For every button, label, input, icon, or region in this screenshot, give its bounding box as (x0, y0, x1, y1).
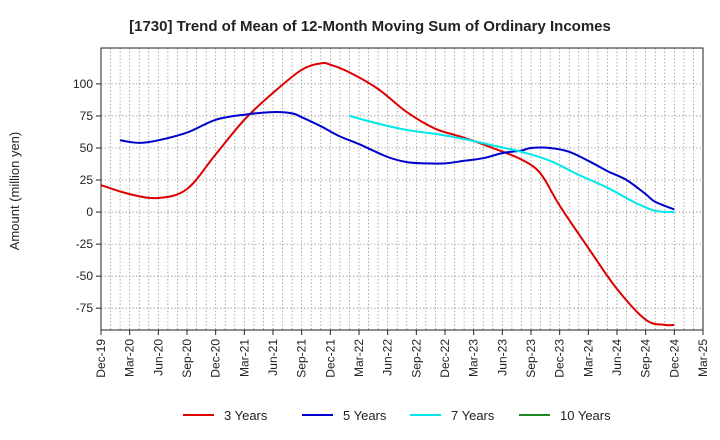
x-tick-label: Dec-24 (667, 339, 681, 378)
y-tick-label: -75 (76, 301, 94, 315)
x-tick-label: Mar-25 (696, 339, 710, 377)
chart-title: [1730] Trend of Mean of 12-Month Moving … (129, 18, 611, 35)
legend-label-7-years: 7 Years (451, 408, 495, 423)
plot-area (100, 47, 704, 331)
y-tick-label: -50 (76, 269, 94, 283)
series-line-7-years (349, 114, 675, 214)
legend: 3 Years 5 Years 7 Years 10 Years (183, 408, 611, 423)
x-tick-label: Mar-22 (352, 339, 366, 377)
y-tick-label: 75 (80, 109, 94, 123)
y-tick-label: 25 (80, 173, 94, 187)
x-tick-label: Sep-22 (409, 339, 423, 378)
x-tick-label: Mar-20 (123, 339, 137, 377)
x-tick-label: Mar-24 (581, 339, 595, 377)
y-tick-label: 100 (73, 77, 93, 91)
x-tick-label: Jun-24 (610, 339, 624, 376)
x-tick-label: Jun-23 (495, 339, 509, 376)
x-tick-label: Dec-22 (438, 339, 452, 378)
grid-lines (100, 48, 704, 330)
x-tick-label: Jun-20 (151, 339, 165, 376)
legend-label-3-years: 3 Years (224, 408, 268, 423)
x-tick-label: Sep-24 (639, 339, 653, 378)
y-tick-label: 50 (80, 141, 94, 155)
y-tick-label: -25 (76, 237, 94, 251)
x-tick-label: Dec-19 (94, 339, 108, 378)
series-line-3-years (100, 62, 675, 327)
x-tick-label: Mar-23 (467, 339, 481, 377)
series-line-5-years (119, 111, 675, 211)
y-axis-ticks: 100 75 50 25 0 -25 -50 -75 (73, 77, 101, 315)
x-tick-label: Sep-21 (295, 339, 309, 378)
x-tick-label: Dec-20 (209, 339, 223, 378)
x-axis-ticks: Dec-19 Mar-20 Jun-20 Sep-20 Dec-20 Mar-21 Jun-… (94, 330, 710, 378)
x-tick-label: Dec-21 (323, 339, 337, 378)
x-tick-label: Sep-23 (524, 339, 538, 378)
y-axis-label: Amount (million yen) (7, 132, 22, 251)
legend-label-10-years: 10 Years (560, 408, 611, 423)
x-tick-label: Mar-21 (237, 339, 251, 377)
legend-label-5-years: 5 Years (343, 408, 387, 423)
series-lines (100, 62, 675, 327)
x-tick-label: Sep-20 (180, 339, 194, 378)
x-tick-label: Jun-21 (266, 339, 280, 376)
x-tick-label: Dec-23 (553, 339, 567, 378)
y-tick-label: 0 (86, 205, 93, 219)
x-tick-label: Jun-22 (381, 339, 395, 376)
